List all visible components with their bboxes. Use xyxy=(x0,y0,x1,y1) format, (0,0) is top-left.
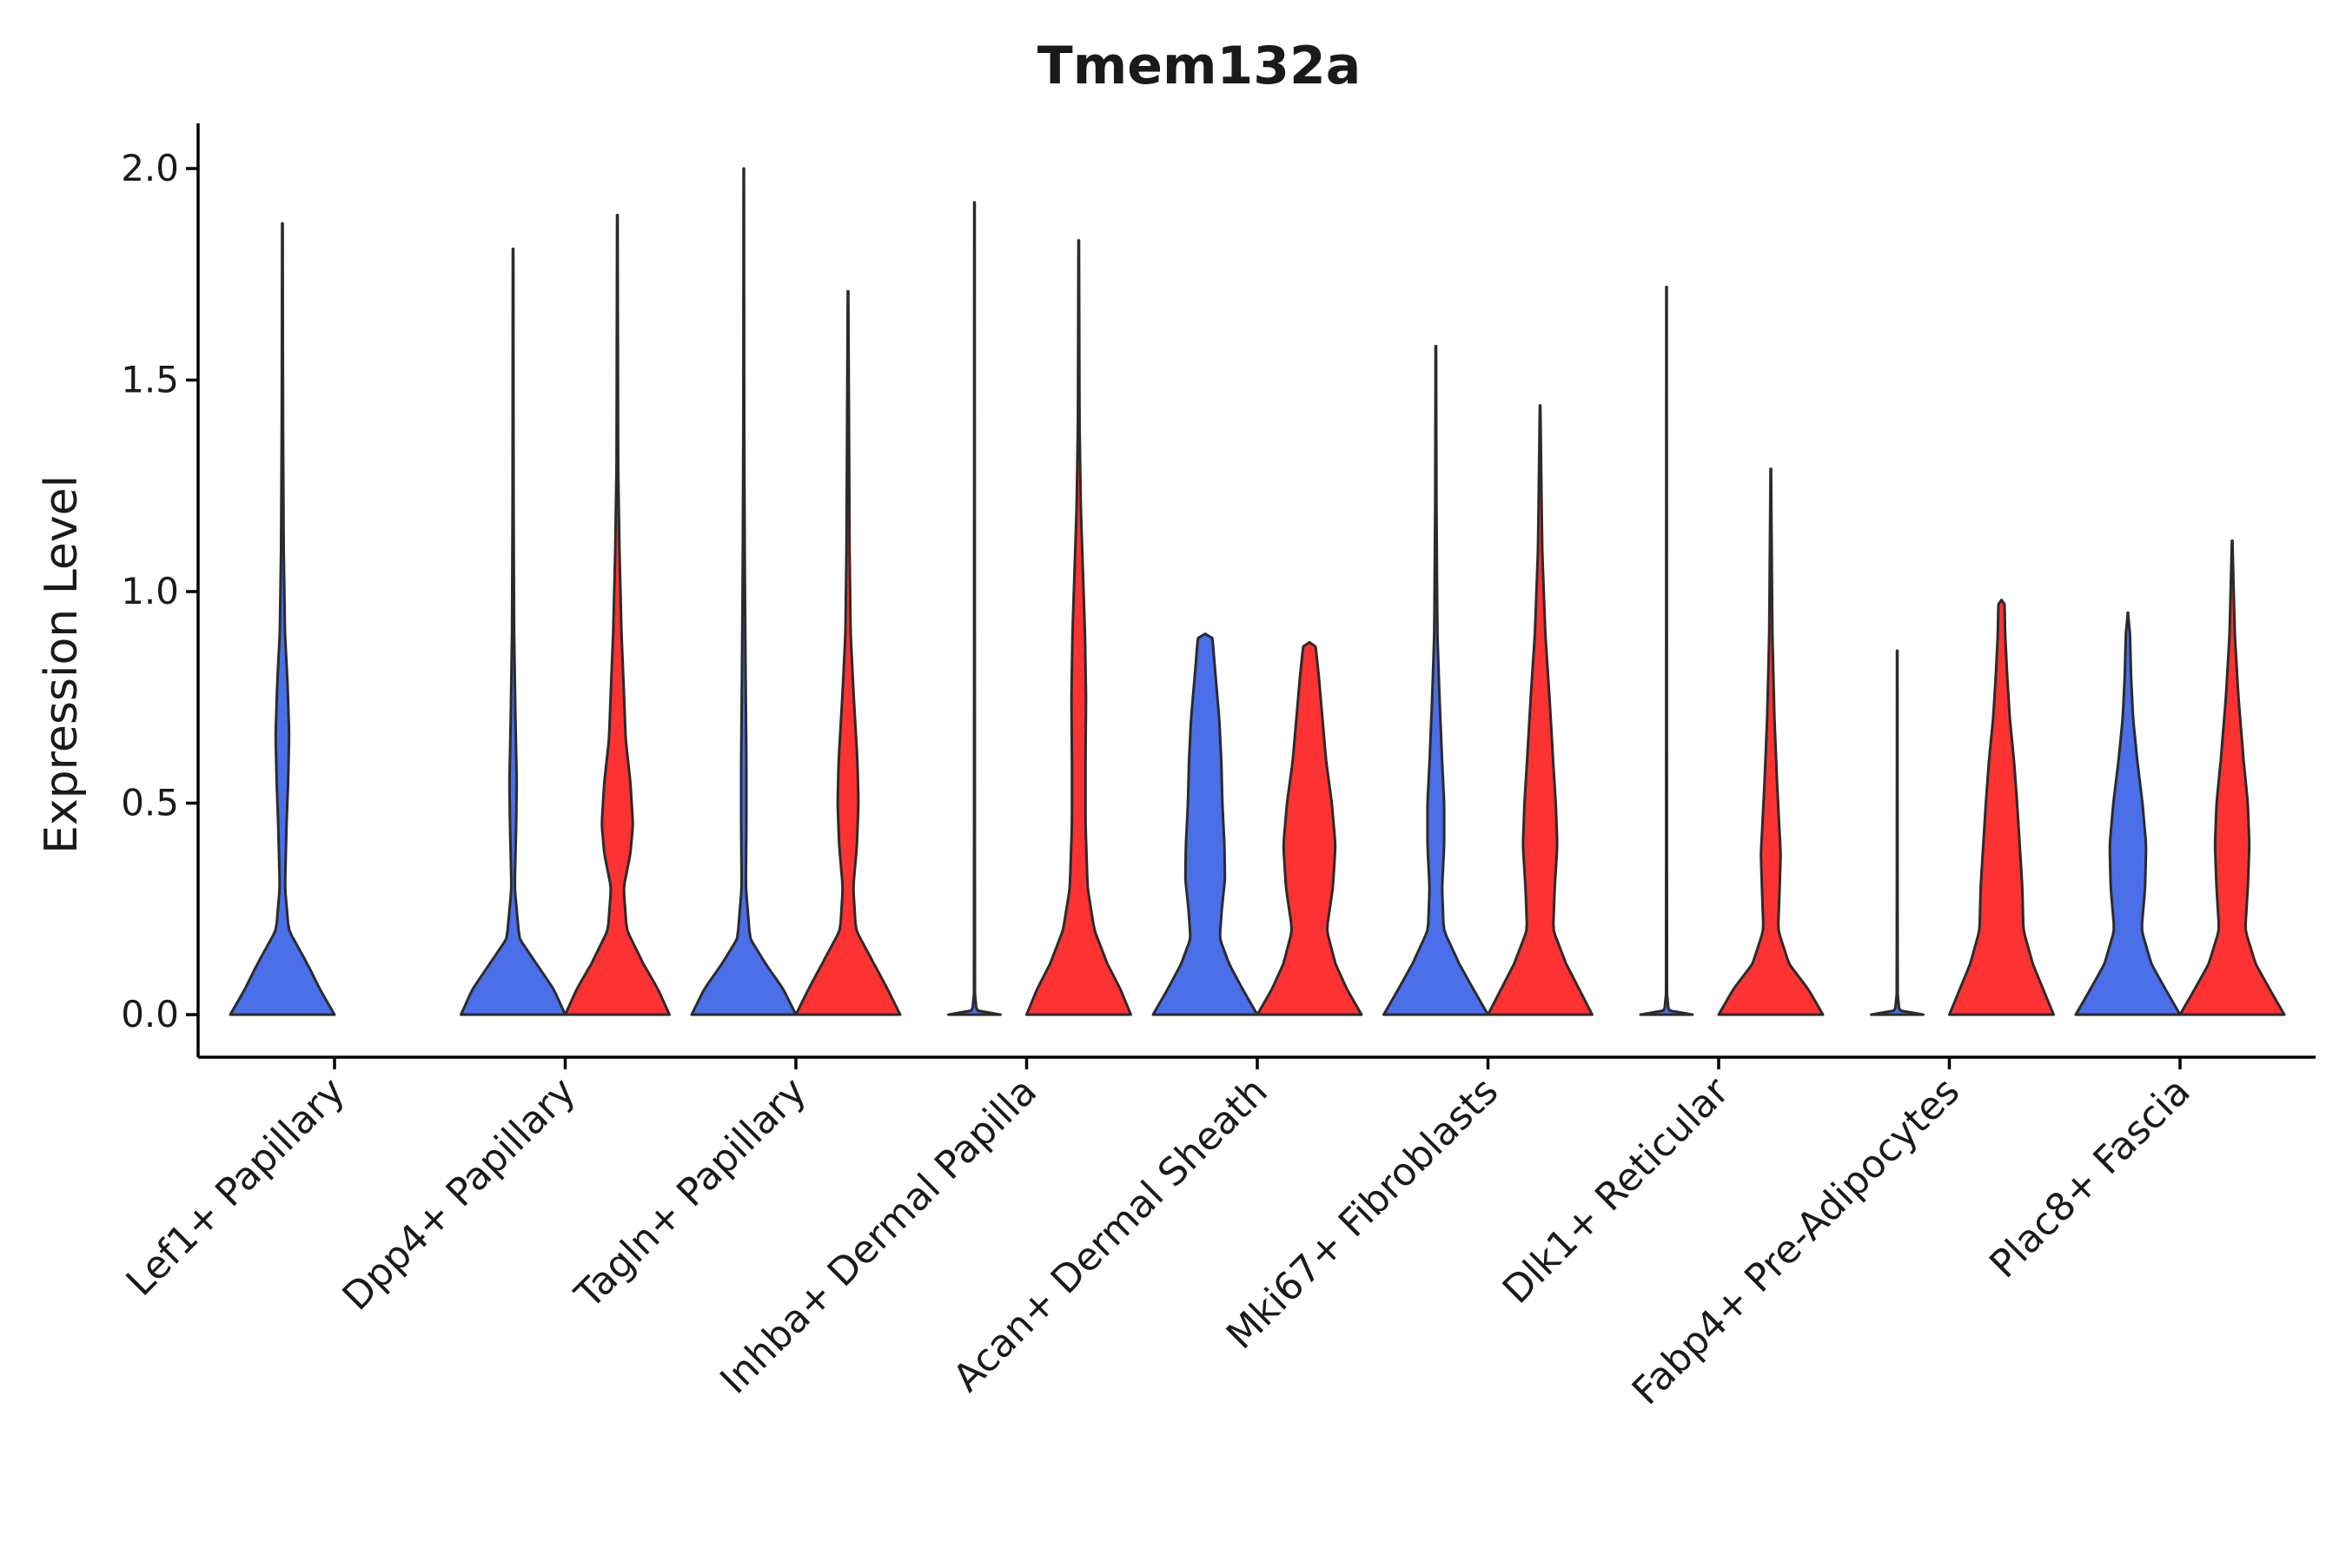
violin-inhba-dermal-papilla-group-1 xyxy=(1025,239,1132,1016)
violin-dlk1-reticular-group-1 xyxy=(1717,467,1825,1016)
violin-inhba-dermal-papilla-group-0 xyxy=(947,201,1002,1016)
x-tick-label: Dpp4+ Papillary xyxy=(335,1069,585,1320)
violin-dpp4-papillary-group-1 xyxy=(564,214,671,1016)
violin-plac8-fascia-group-0 xyxy=(2074,611,2182,1016)
violin-plac8-fascia-group-1 xyxy=(2178,539,2286,1016)
violins-layer xyxy=(229,167,2286,1016)
violin-acan-dermal-sheath-group-1 xyxy=(1256,640,1363,1016)
x-tick-label: Tagln+ Papillary xyxy=(567,1069,815,1318)
y-tick-label: 0.5 xyxy=(121,782,179,824)
violin-dpp4-papillary-group-0 xyxy=(460,248,567,1016)
y-axis-label: Expression Level xyxy=(36,475,88,854)
violin-dlk1-reticular-group-0 xyxy=(1639,285,1694,1016)
violin-tagln-papillary-group-0 xyxy=(690,167,798,1016)
x-tick-label: Plac8+ Fascia xyxy=(1981,1069,2199,1287)
violin-tagln-papillary-group-1 xyxy=(794,289,902,1016)
chart-title: Tmem132a xyxy=(1037,36,1361,96)
y-tick-label: 1.0 xyxy=(121,570,179,612)
violin-lef1-papillary-group-0 xyxy=(229,222,336,1016)
x-tick-label: Lef1+ Papillary xyxy=(118,1069,354,1305)
y-tick-label: 0.0 xyxy=(121,993,179,1035)
y-tick-label: 2.0 xyxy=(121,147,179,189)
violin-acan-dermal-sheath-group-0 xyxy=(1151,632,1259,1016)
violin-mki67-fibroblasts-group-1 xyxy=(1487,404,1594,1016)
violin-fabp4-pre-adipocytes-group-0 xyxy=(1870,649,1925,1016)
violin-mki67-fibroblasts-group-0 xyxy=(1382,345,1489,1016)
x-tick-label: Dlk1+ Reticular xyxy=(1494,1068,1739,1313)
y-tick-label: 1.5 xyxy=(121,359,179,401)
violin-fabp4-pre-adipocytes-group-1 xyxy=(1948,599,2055,1016)
